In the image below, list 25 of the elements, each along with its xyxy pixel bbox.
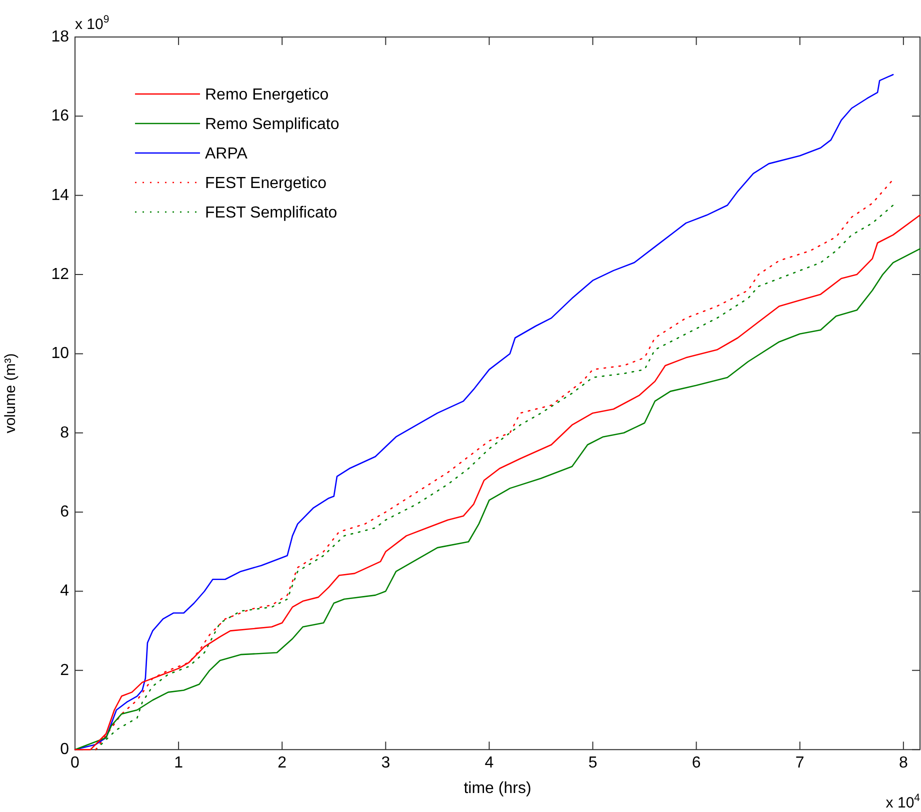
y-tick-label: 12: [51, 266, 70, 283]
y-tick-label: 0: [60, 741, 70, 758]
legend-label: Remo Energetico: [205, 86, 329, 104]
y-tick-label: 4: [60, 582, 70, 600]
y-tick-label: 6: [60, 503, 70, 520]
y-tick-label: 14: [51, 186, 70, 204]
y-tick-label: 18: [51, 28, 70, 46]
legend-label: Remo Semplificato: [205, 116, 340, 133]
y-axis-title: volume (m³): [2, 353, 20, 434]
y-tick-label: 8: [60, 424, 70, 442]
x-tick-label: 4: [484, 754, 494, 772]
x-tick-label: 2: [278, 754, 287, 772]
x-axis-title: time (hrs): [464, 780, 532, 797]
x-tick-label: 3: [381, 754, 390, 772]
x-tick-label: 1: [174, 754, 184, 772]
y-tick-label: 2: [60, 662, 70, 679]
x-tick-label: 8: [898, 754, 908, 772]
y-tick-label: 10: [51, 345, 70, 362]
legend-label: FEST Semplificato: [205, 204, 338, 222]
y-tick-label: 16: [51, 108, 70, 125]
legend-label: FEST Energetico: [205, 174, 327, 192]
x-tick-label: 7: [795, 754, 804, 772]
x-tick-label: 6: [692, 754, 701, 772]
x-tick-label: 5: [588, 754, 598, 772]
legend-label: ARPA: [205, 145, 248, 162]
